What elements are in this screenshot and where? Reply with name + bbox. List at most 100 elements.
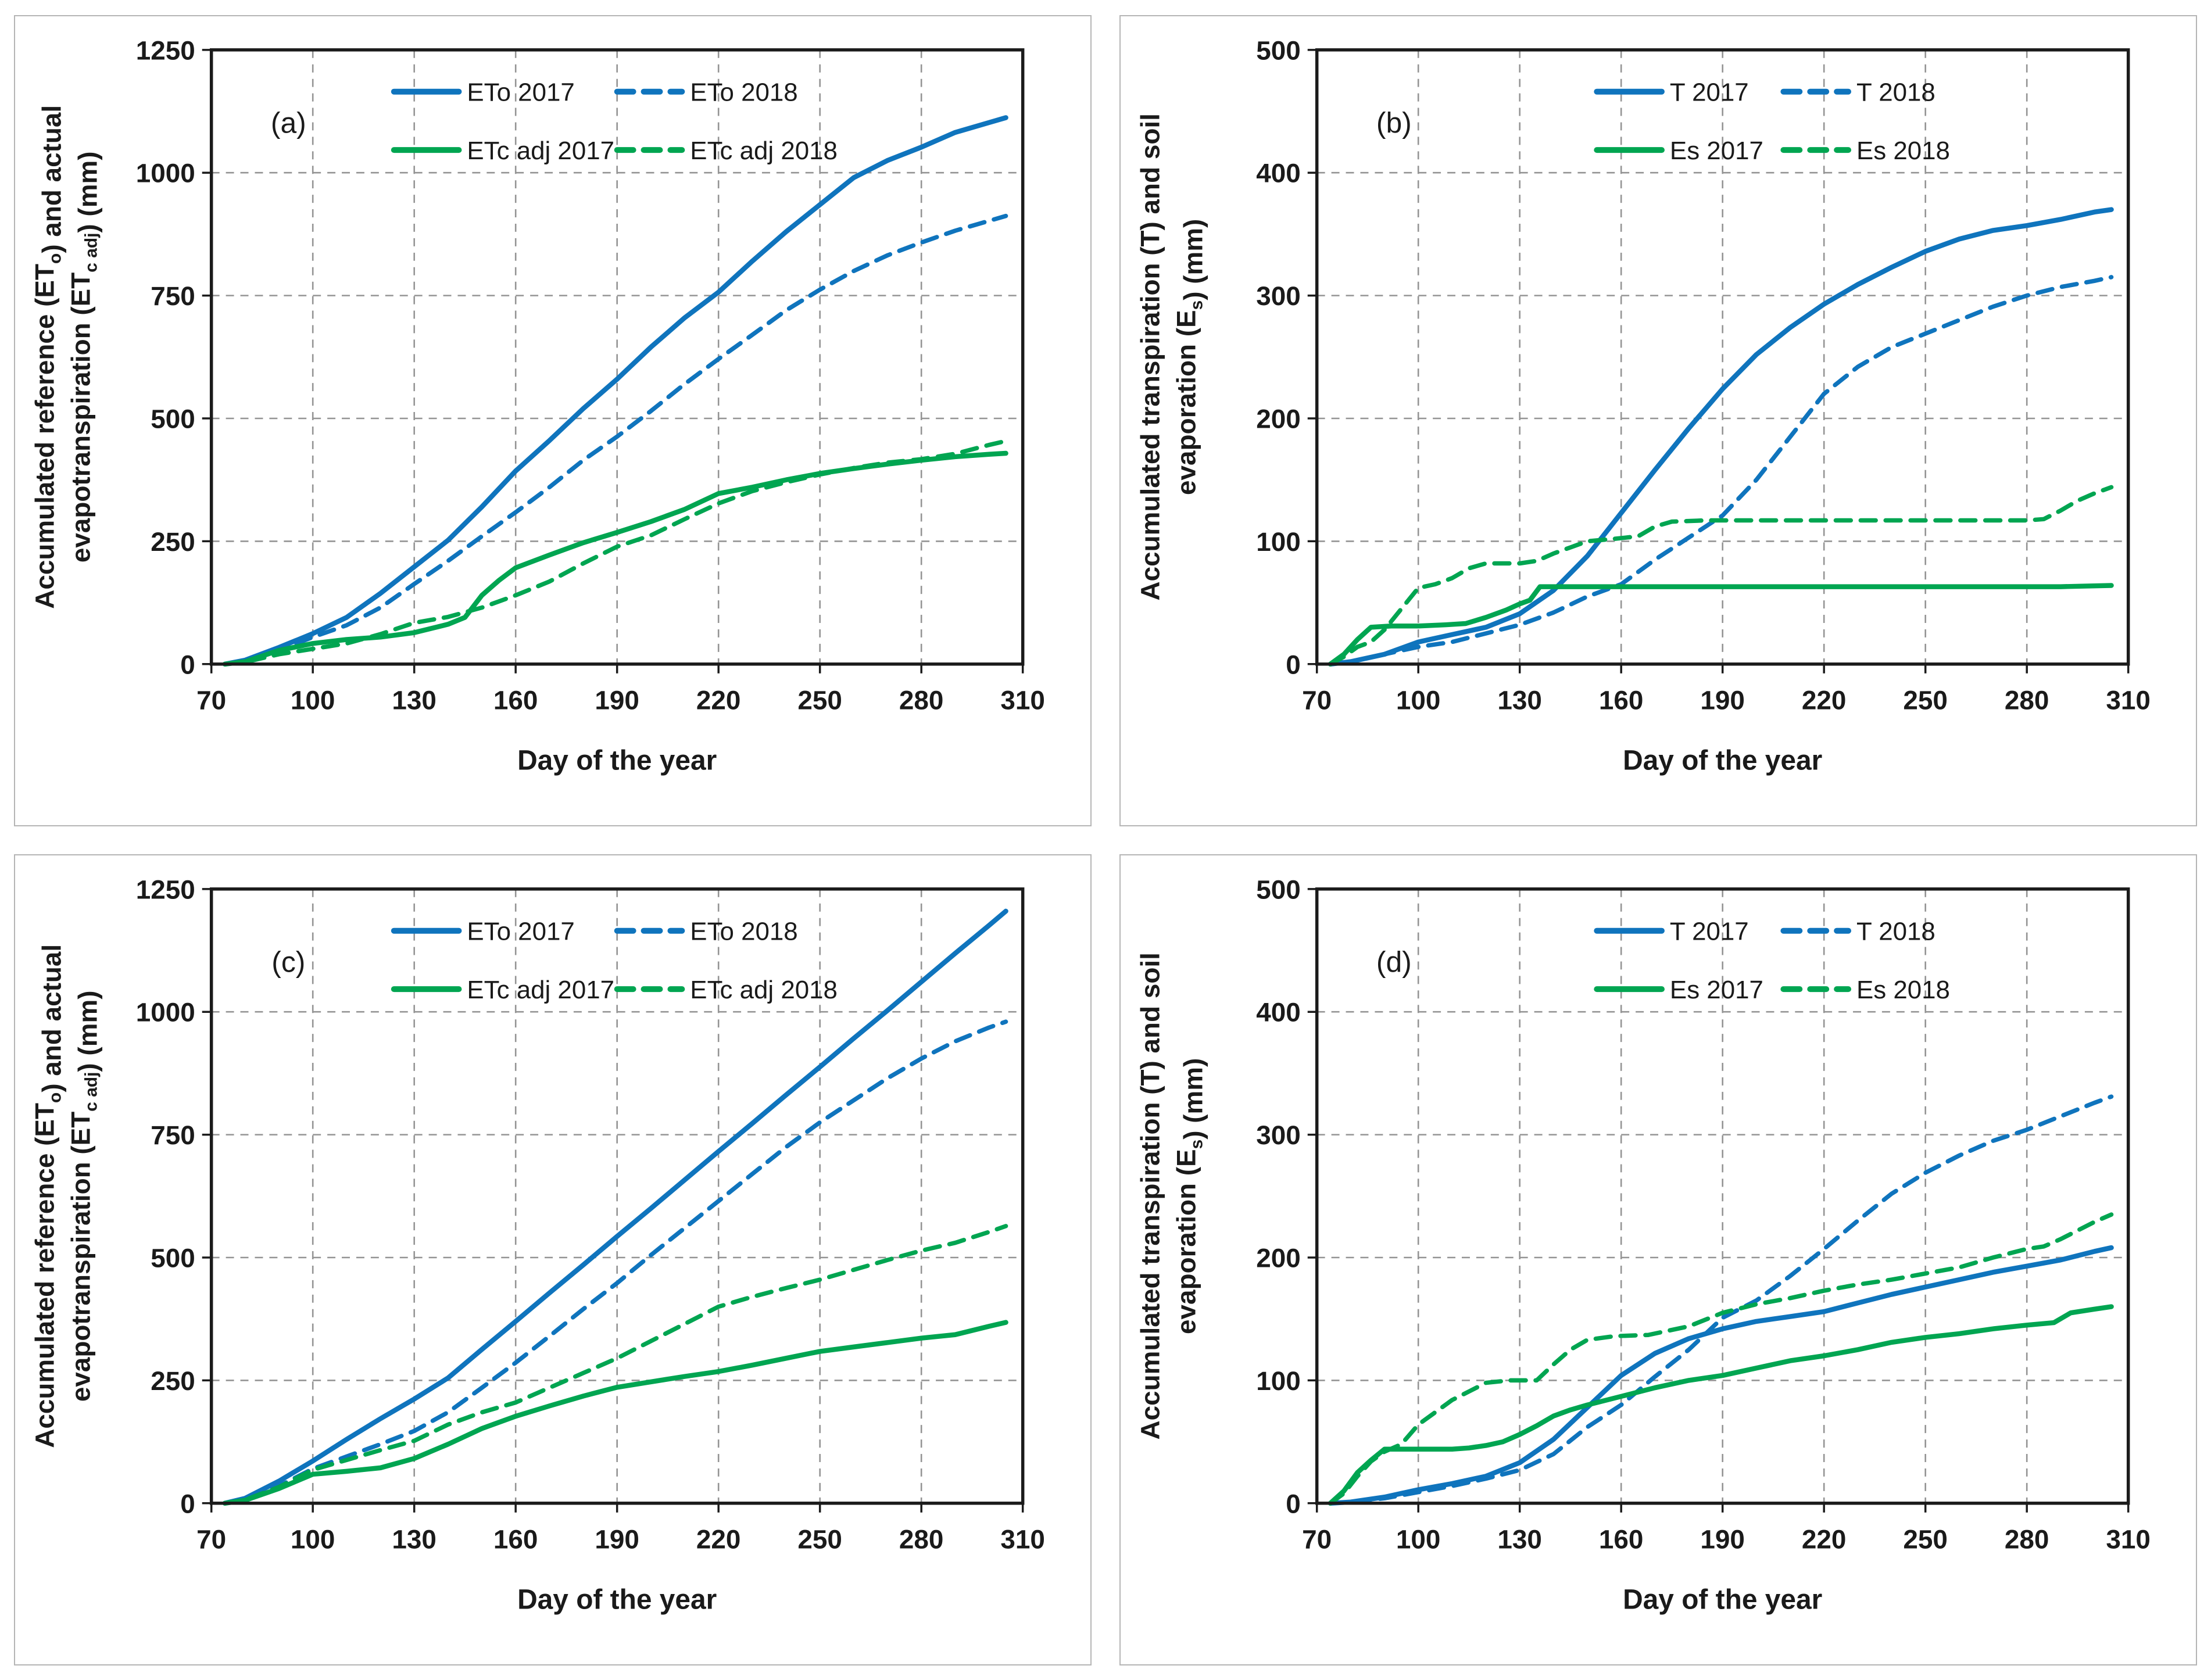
x-tick-label: 190 [1700,685,1745,715]
legend-item-d-3: Es 2018 [1780,976,1950,1004]
legend-item-b-1: T 2018 [1780,78,1935,107]
x-tick-label: 160 [493,685,538,715]
legend-item-a-2: ETc adj 2017 [391,137,614,165]
y-tick-label: 500 [151,404,195,434]
panel-letter: (c) [271,946,305,979]
chart-panel-a: 0 250 500 750 1000 1250 70 100 130 160 190 220 250 28… [14,15,1092,826]
legend-label: ETo 2018 [690,78,797,107]
x-tick-label: 310 [2106,1524,2151,1554]
y-axis-title-line: evapotranspiration (ETc adj) (mm) [65,151,102,563]
y-tick-label: 250 [151,526,195,557]
y-tick-label: 200 [1256,1243,1301,1273]
legend-item-c-3: ETc adj 2018 [614,976,838,1004]
y-tick-label: 0 [1286,649,1301,679]
y-axis-title-line: Accumulated reference (ETo) and actual [29,944,66,1448]
y-tick-label: 1250 [136,35,195,65]
x-tick-label: 280 [899,1524,944,1554]
x-tick-label: 310 [1000,1524,1045,1554]
x-tick-label: 130 [1497,685,1542,715]
x-axis-title: Day of the year [1623,745,1822,776]
legend-label: ETo 2018 [690,918,797,946]
legend-label: Es 2018 [1856,976,1950,1004]
legend-label: Es 2017 [1670,976,1763,1004]
x-tick-label: 220 [696,685,741,715]
x-tick-label: 160 [493,1524,538,1554]
x-tick-label: 190 [595,685,639,715]
legend-item-b-2: Es 2017 [1594,137,1763,165]
series-line-b-1 [1328,275,2114,667]
x-tick-label: 160 [1599,1524,1644,1554]
legend-item-d-0: T 2017 [1594,918,1749,946]
x-tick-label: 250 [797,1524,842,1554]
legend-label: Es 2017 [1670,137,1763,165]
legend-label: ETc adj 2018 [690,137,838,165]
chart-svg-c: 0 250 500 750 1000 1250 70 100 130 160 190 220 250 28… [29,874,1045,1615]
x-tick-label: 160 [1599,685,1644,715]
y-tick-label: 1250 [136,874,195,904]
series-line-a-2 [222,450,1008,667]
series-line-a-3 [223,439,1008,667]
x-tick-label: 130 [392,685,437,715]
legend-item-b-0: T 2017 [1594,78,1749,107]
x-tick-label: 100 [291,685,335,715]
y-tick-label: 750 [151,1120,195,1150]
series-line-d-3 [1328,1212,2114,1506]
x-tick-label: 70 [196,685,226,715]
y-tick-label: 300 [1256,1120,1301,1150]
legend-item-d-1: T 2018 [1780,918,1935,946]
chart-panel-c: 0 250 500 750 1000 1250 70 100 130 160 190 220 250 28… [14,854,1092,1665]
chart-svg-b: 0 100 200 300 400 500 70 100 130 160 190 220 250 280 3… [1135,35,2151,776]
series-line-b-3 [1328,485,2114,667]
series-line-b-0 [1328,207,2114,667]
y-tick-label: 0 [180,649,195,679]
y-axis-title-line: Accumulated transpiration (T) and soil [1135,952,1165,1439]
x-axis-title: Day of the year [517,745,717,776]
y-tick-label: 1000 [136,997,195,1027]
series-line-c-0 [222,908,1008,1506]
legend-label: T 2018 [1856,918,1935,946]
legend-item-a-0: ETo 2017 [391,78,575,107]
x-tick-label: 70 [1302,1524,1332,1554]
legend-label: ETc adj 2018 [690,976,838,1004]
legend-label: ETc adj 2017 [467,976,614,1004]
series-line-c-3 [223,1224,1008,1506]
y-axis-title-line: Accumulated reference (ETo) and actual [29,105,66,609]
y-axis-title-line: Accumulated transpiration (T) and soil [1135,113,1165,600]
panel-letter: (b) [1376,107,1412,139]
legend-item-a-3: ETc adj 2018 [614,137,838,165]
chart-panel-b: 0 100 200 300 400 500 70 100 130 160 190 220 250 280 3… [1119,15,2197,826]
x-tick-label: 220 [1802,1524,1847,1554]
legend-item-c-2: ETc adj 2017 [391,976,614,1004]
y-tick-label: 300 [1256,281,1301,311]
legend-item-d-2: Es 2017 [1594,976,1763,1004]
legend-label: ETo 2017 [467,78,574,107]
x-axis-title: Day of the year [1623,1584,1822,1615]
x-tick-label: 310 [2106,685,2151,715]
x-axis-title: Day of the year [517,1584,717,1615]
x-tick-label: 190 [1700,1524,1745,1554]
legend-item-c-1: ETo 2018 [614,918,798,946]
y-tick-label: 0 [180,1488,195,1518]
series-line-d-1 [1328,1094,2114,1506]
y-tick-label: 1000 [136,158,195,188]
y-tick-label: 750 [151,281,195,311]
series-line-c-2 [222,1320,1008,1506]
legend-label: T 2018 [1856,78,1935,107]
x-tick-label: 100 [291,1524,335,1554]
x-tick-label: 130 [1497,1524,1542,1554]
legend-item-b-3: Es 2018 [1780,137,1950,165]
legend-item-c-0: ETo 2017 [391,918,575,946]
x-tick-label: 280 [2005,1524,2049,1554]
y-tick-label: 500 [1256,874,1301,904]
y-tick-label: 500 [1256,35,1301,65]
panel-letter: (d) [1376,946,1412,979]
legend-label: ETo 2017 [467,918,574,946]
y-tick-label: 400 [1256,997,1301,1027]
y-tick-label: 500 [151,1243,195,1273]
legend-label: T 2017 [1670,78,1749,107]
x-tick-label: 250 [1903,1524,1948,1554]
chart-svg-a: 0 250 500 750 1000 1250 70 100 130 160 190 220 250 28… [29,35,1044,776]
x-tick-label: 250 [1903,685,1948,715]
x-tick-label: 220 [1802,685,1847,715]
